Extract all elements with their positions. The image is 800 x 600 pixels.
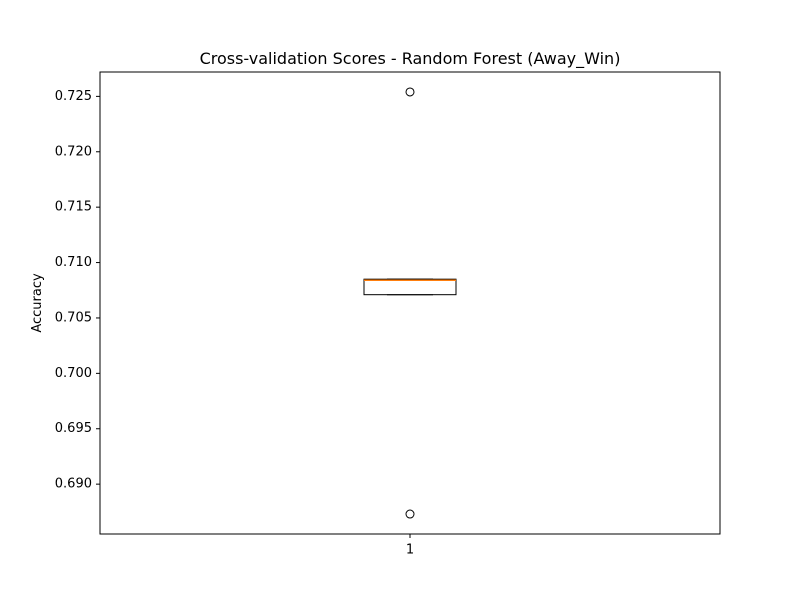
plot-marks xyxy=(363,87,457,519)
outlier-point xyxy=(405,509,415,519)
y-tick-label: 0.720 xyxy=(55,144,92,159)
x-tick-label: 1 xyxy=(406,543,414,558)
y-tick-label: 0.710 xyxy=(55,255,92,270)
y-tick-label: 0.725 xyxy=(55,89,92,104)
y-axis: 0.690 0.695 0.700 0.705 0.710 0.715 0.720 0.725 xyxy=(55,89,100,492)
y-tick-label: 0.700 xyxy=(55,366,92,381)
y-tick-label: 0.715 xyxy=(55,200,92,215)
chart-title: Cross-validation Scores - Random Forest … xyxy=(200,49,621,69)
y-tick-label: 0.690 xyxy=(55,477,92,492)
box xyxy=(363,278,457,296)
y-tick-label: 0.695 xyxy=(55,421,92,436)
plot-frame xyxy=(99,71,721,535)
outlier-point xyxy=(405,87,415,97)
y-tick-label: 0.705 xyxy=(55,310,92,325)
x-axis: 1 xyxy=(406,534,414,558)
y-axis-label: Accuracy xyxy=(30,273,45,333)
